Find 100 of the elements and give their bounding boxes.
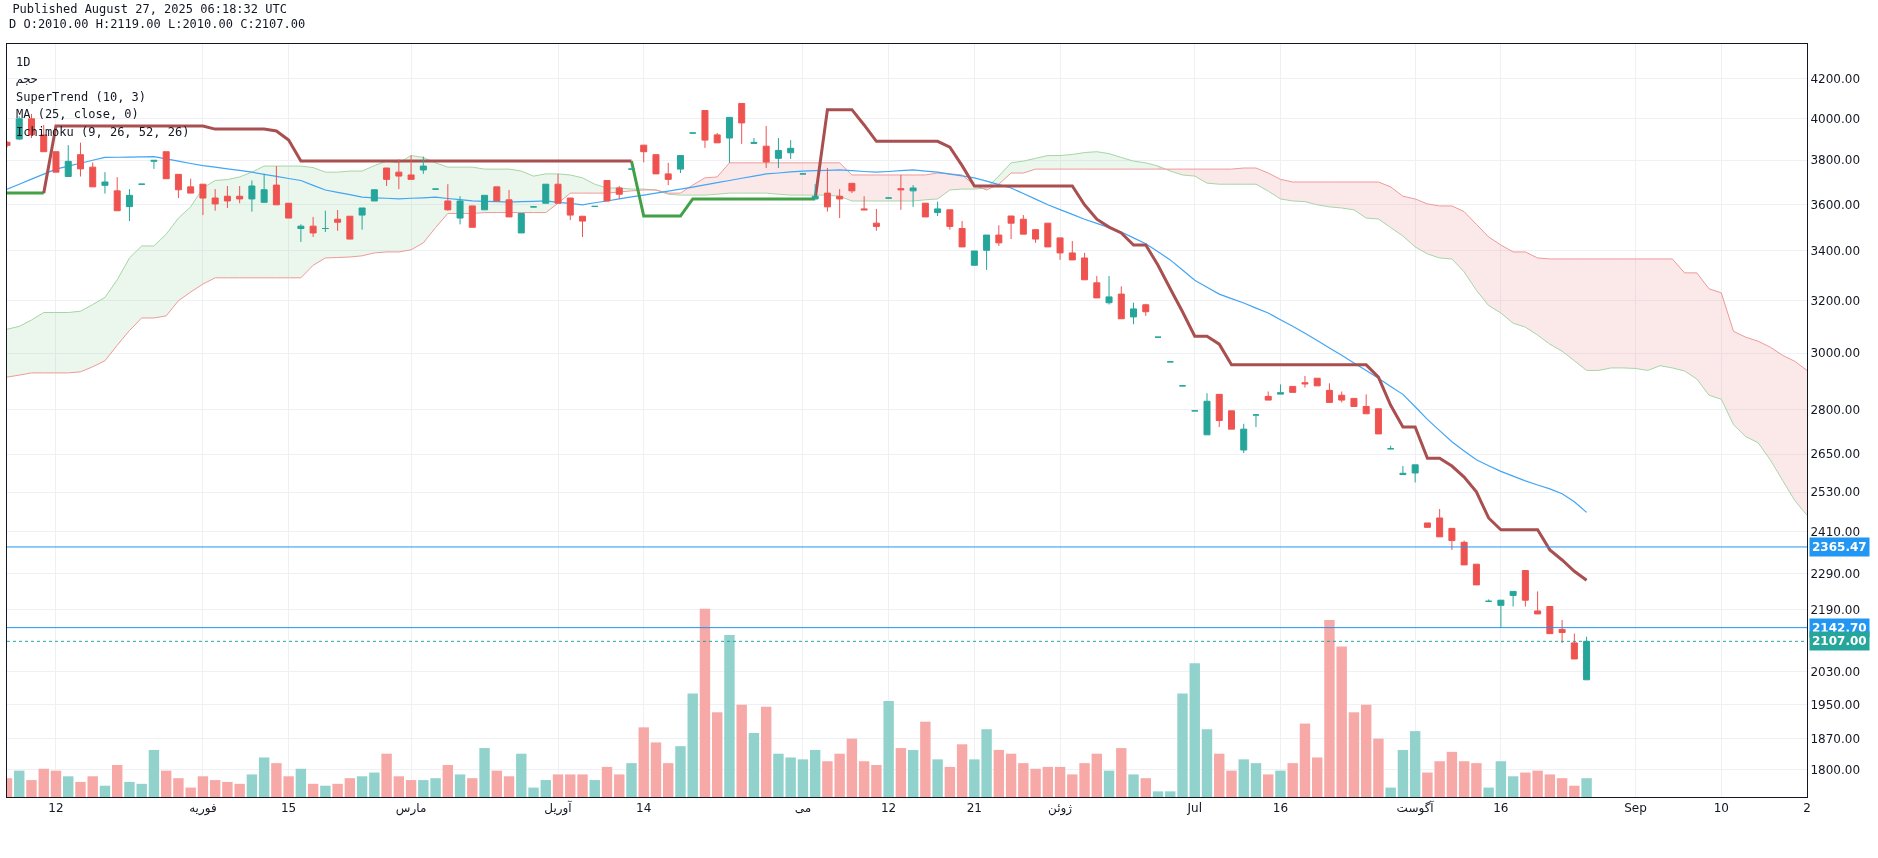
bar — [1054, 766, 1066, 797]
candlestick — [542, 183, 550, 204]
bar — [846, 738, 858, 797]
bar — [393, 776, 405, 797]
bar — [344, 778, 356, 797]
candlestick — [64, 144, 72, 178]
bar — [332, 783, 343, 797]
candlestick — [1032, 229, 1040, 244]
bar — [1116, 748, 1127, 797]
candlestick — [199, 183, 207, 216]
bar — [87, 776, 98, 797]
candlestick — [383, 167, 391, 187]
candlestick — [505, 189, 513, 218]
annotation: SuperTrend (10, 3) — [16, 90, 147, 104]
candlestick — [125, 188, 133, 222]
candlestick — [897, 174, 905, 211]
candlestick — [1068, 240, 1076, 261]
bar — [809, 749, 821, 797]
bar — [638, 727, 649, 797]
y-tick-label: 3400.00 — [1810, 244, 1861, 259]
candlestick — [1546, 605, 1554, 635]
bar — [797, 759, 809, 797]
candlestick — [1387, 445, 1395, 450]
candlestick — [713, 132, 721, 144]
bar — [356, 776, 368, 797]
candlestick — [1252, 414, 1260, 428]
bar — [1581, 778, 1592, 797]
bar — [895, 748, 907, 797]
bar — [1091, 753, 1102, 797]
bar — [454, 774, 466, 797]
candlestick — [1240, 423, 1248, 454]
bar — [1214, 753, 1225, 797]
bar — [209, 780, 221, 797]
ref-line-label: 2365.47 — [1812, 540, 1867, 554]
x-tick-label: مارس — [395, 801, 427, 817]
candlestick — [370, 189, 378, 202]
bar — [699, 608, 711, 797]
candlestick — [995, 224, 1003, 247]
bar — [1348, 712, 1360, 797]
candlestick — [738, 102, 746, 145]
bar — [1128, 774, 1139, 797]
candlestick — [1338, 391, 1346, 403]
candlestick — [615, 185, 623, 200]
x-tick-label: می — [794, 801, 812, 816]
bar — [565, 774, 576, 797]
candlestick — [934, 201, 942, 217]
bar — [871, 765, 882, 797]
candlestick — [1313, 377, 1321, 387]
y-tick-label: 4200.00 — [1810, 71, 1861, 86]
candlestick — [346, 215, 354, 240]
bar — [1569, 785, 1580, 797]
x-tick-label: ژوئن — [1048, 801, 1073, 817]
bar — [1263, 774, 1274, 797]
candlestick — [701, 109, 709, 149]
bar — [479, 748, 490, 797]
candlestick — [1117, 285, 1125, 320]
bar — [148, 749, 160, 797]
candlestick — [101, 171, 109, 195]
bar — [1495, 761, 1507, 797]
candlestick — [517, 212, 525, 234]
candlestick — [481, 194, 489, 211]
candlestick — [725, 116, 733, 164]
candlestick — [836, 188, 844, 219]
candlestick — [1521, 570, 1529, 607]
bar — [932, 759, 943, 797]
bar — [1483, 787, 1494, 797]
candlestick — [1423, 522, 1431, 528]
bar — [650, 742, 662, 797]
bar — [883, 700, 894, 797]
candlestick — [321, 210, 329, 233]
candlestick — [909, 184, 917, 208]
bar — [1287, 763, 1298, 797]
candlestick — [1460, 540, 1468, 566]
candlestick — [236, 185, 244, 204]
x-tick-label: Jul — [1186, 801, 1202, 816]
bar — [1360, 704, 1372, 797]
bar — [601, 766, 613, 797]
candlestick — [174, 173, 182, 199]
bar — [675, 746, 686, 797]
bar — [1103, 770, 1115, 797]
bar — [467, 778, 478, 797]
bar — [1556, 778, 1568, 797]
y-tick-label: 4000.00 — [1810, 111, 1861, 126]
bar — [736, 704, 747, 797]
bar — [1373, 738, 1384, 797]
y-tick-label: 2290.00 — [1810, 566, 1861, 581]
candlestick — [872, 208, 880, 232]
bar — [442, 765, 454, 797]
candlestick — [358, 207, 366, 231]
candlestick — [223, 185, 231, 209]
candlestick — [468, 205, 476, 228]
bar — [1458, 761, 1470, 797]
candlestick — [1142, 303, 1150, 317]
candlestick — [309, 216, 317, 238]
candlestick — [1264, 391, 1272, 401]
candlestick — [1130, 302, 1138, 325]
candlestick — [297, 223, 305, 243]
bar — [748, 733, 760, 797]
candlestick — [1325, 382, 1333, 403]
candlestick — [921, 202, 929, 218]
